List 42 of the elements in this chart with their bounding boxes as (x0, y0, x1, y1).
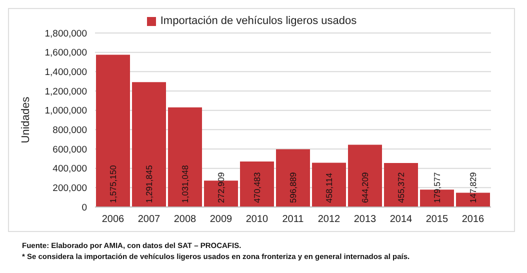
data-label: 596,889 (288, 172, 298, 203)
y-tick-label: 0 (82, 202, 87, 214)
y-tick-label: 1,800,000 (44, 28, 87, 40)
bar (348, 144, 382, 207)
bar (384, 162, 418, 207)
legend-label: Importación de vehículos ligeros usados (160, 15, 357, 27)
x-tick-label: 2012 (318, 214, 341, 226)
x-tick-label: 2009 (210, 214, 233, 226)
data-label: 1,031,048 (180, 164, 190, 203)
y-tick-label: 1,200,000 (44, 86, 87, 98)
x-tick-label: 2006 (102, 214, 125, 226)
data-label: 1,291,845 (144, 164, 154, 203)
x-tick-label: 2011 (282, 214, 304, 226)
bar (132, 82, 166, 207)
bar (276, 149, 310, 207)
y-tick-label: 400,000 (52, 164, 87, 175)
x-tick-label: 2013 (354, 214, 377, 226)
x-tick-label: 2008 (174, 214, 197, 226)
x-tick-label: 2010 (246, 214, 269, 226)
data-label: 147,829 (468, 172, 478, 203)
y-tick-label: 200,000 (52, 183, 87, 194)
y-tick-label: 1,000,000 (44, 106, 87, 117)
x-tick-label: 2016 (462, 214, 485, 226)
y-tick-label: 600,000 (52, 144, 87, 156)
data-label: 179,577 (432, 172, 442, 203)
data-label: 272,909 (216, 172, 226, 203)
bar (240, 162, 274, 207)
data-label: 455,372 (396, 172, 406, 203)
data-label: 1,575,150 (108, 164, 118, 203)
data-label: 470,483 (252, 172, 262, 203)
data-label: 458,114 (324, 172, 334, 203)
y-tick-label: 1,600,000 (44, 48, 87, 59)
x-tick-label: 2007 (138, 214, 161, 226)
data-label: 644,209 (360, 172, 370, 203)
bar (312, 162, 346, 207)
bar (96, 54, 130, 207)
x-tick-label: 2014 (390, 214, 413, 226)
y-tick-label: 800,000 (52, 125, 87, 136)
y-tick-label: 1,400,000 (44, 67, 87, 78)
y-axis-title: Unidades (20, 96, 32, 144)
bar (168, 107, 202, 207)
x-tick-label: 2015 (426, 214, 449, 226)
